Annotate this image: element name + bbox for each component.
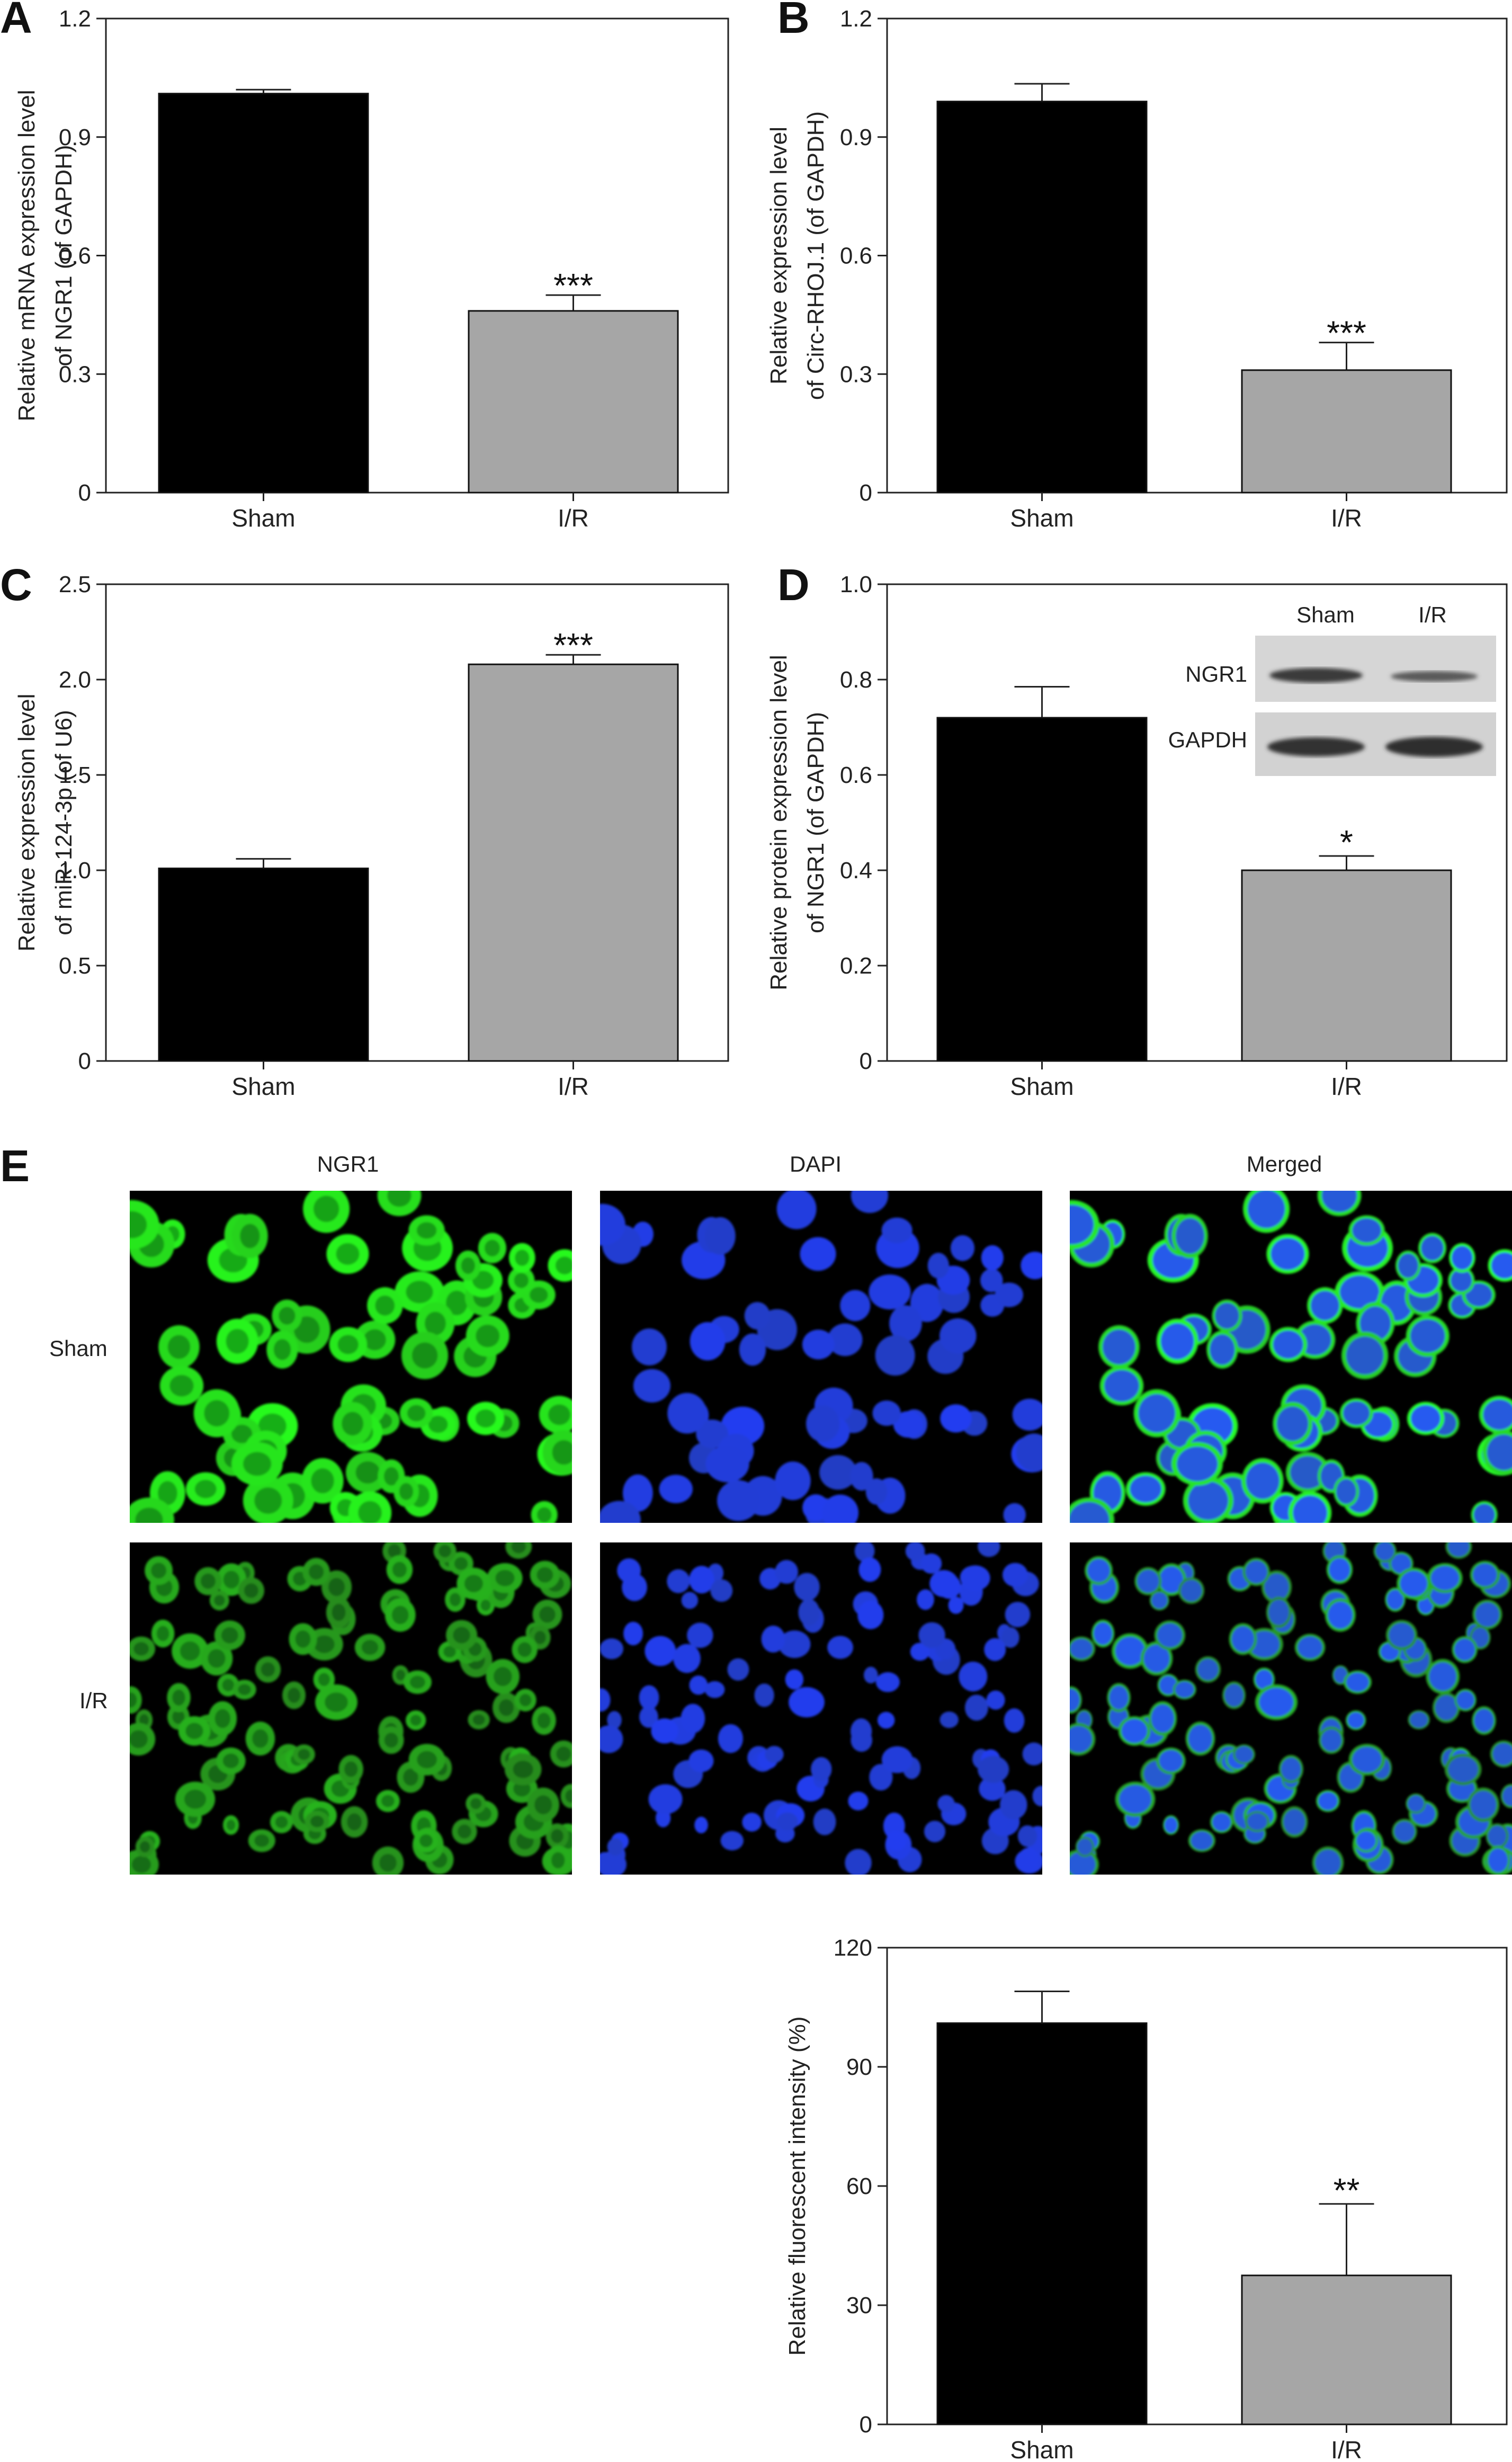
significance-marker: *** <box>1327 314 1366 352</box>
x-category-label: I/R <box>1331 1073 1362 1100</box>
blot-row-gapdh: GAPDH <box>1168 727 1247 752</box>
panel-letter-d: D <box>777 560 810 610</box>
significance-marker: *** <box>553 266 593 305</box>
bar-ir <box>468 310 679 494</box>
bar-ir <box>1241 869 1452 1062</box>
y-tick-label: 0 <box>78 1048 91 1074</box>
x-category-label: I/R <box>1331 504 1362 532</box>
bar-charts: 0 0.3 0.6 0.9 1.2 Relative mRNA expression le… <box>14 6 1508 2462</box>
panel-letter-b: B <box>777 0 810 42</box>
micrograph-col-dapi: DAPI <box>790 1152 842 1176</box>
y-tick-label: 0.2 <box>840 953 872 979</box>
blot-band-ngr1-ir <box>1391 671 1478 682</box>
micrograph-dapi-sham <box>600 1191 1042 1523</box>
micrograph-col-merged: Merged <box>1247 1152 1322 1176</box>
y-tick-label: 1.2 <box>840 6 872 32</box>
panel-letter-c: C <box>0 560 32 610</box>
blot-col-sham: Sham <box>1296 602 1355 627</box>
x-category-label: Sham <box>231 504 295 532</box>
x-category-label: Sham <box>231 1073 295 1100</box>
x-category-label: Sham <box>1010 2436 1073 2462</box>
fluorescence-micrographs: NGR1 DAPI Merged Sham I/R <box>49 1152 1512 1875</box>
y-tick-label: 0.6 <box>840 762 872 788</box>
bar-ir <box>468 663 679 1062</box>
micrograph-ngr1-ir <box>130 1542 572 1875</box>
plot-frame <box>886 583 1508 1062</box>
western-blot-inset: Sham I/R NGR1 GAPDH <box>1168 602 1496 776</box>
y-tick-label: 60 <box>846 2173 872 2199</box>
y-axis-label: Relative protein expression level <box>766 655 792 990</box>
panel-letter-a: A <box>0 0 32 42</box>
blot-col-ir: I/R <box>1418 602 1447 627</box>
y-tick-label: 0.9 <box>59 124 91 150</box>
bar-sham <box>936 717 1148 1062</box>
x-category-label: Sham <box>1010 504 1073 532</box>
y-axis-label: of NGR1 (of GAPDH) <box>803 712 829 933</box>
micrograph-dapi-ir <box>600 1542 1042 1875</box>
chart-b: 0 0.3 0.6 0.9 1.2 Relative expression level of… <box>766 6 1508 532</box>
y-tick-label: 0.3 <box>59 361 91 387</box>
panel-letter-e: E <box>0 1141 30 1191</box>
y-tick-label: 1.0 <box>59 858 91 884</box>
bar-sham <box>158 867 369 1062</box>
x-category-label: Sham <box>1010 1073 1073 1100</box>
y-tick-label: 2.0 <box>59 667 91 693</box>
bar-sham <box>936 2022 1148 2425</box>
y-tick-label: 1.0 <box>840 572 872 597</box>
y-tick-label: 0.8 <box>840 667 872 693</box>
chart-c: 0 0.5 1.0 1.5 2.0 2.5 Relative expression leve… <box>14 572 729 1100</box>
y-tick-label: 2.5 <box>59 572 91 597</box>
significance-marker: ** <box>1334 2171 1360 2209</box>
y-axis-label: Relative mRNA expression level <box>14 90 40 421</box>
micrograph-ngr1-sham <box>130 1191 572 1523</box>
y-tick-label: 1.2 <box>59 6 91 32</box>
significance-marker: * <box>1340 823 1353 861</box>
micrograph-row-sham: Sham <box>49 1336 108 1361</box>
blot-strip-ngr1 <box>1255 636 1496 702</box>
y-tick-label: 1.5 <box>59 762 91 788</box>
y-axis-label: Relative fluorescent intensity (%) <box>784 2017 810 2356</box>
blot-band-ngr1-sham <box>1269 668 1363 683</box>
y-axis-label: Relative expression level <box>14 694 40 952</box>
bar-ir <box>1241 369 1452 494</box>
bar-ir <box>1241 2274 1452 2425</box>
y-axis-label: of NGR1 (of GAPDH) <box>51 145 77 366</box>
y-tick-label: 30 <box>846 2292 872 2318</box>
y-tick-label: 0 <box>860 480 872 506</box>
chart-a: 0 0.3 0.6 0.9 1.2 Relative mRNA expression le… <box>14 6 729 532</box>
y-axis-label: of miR-124-3p (of U6) <box>51 710 77 935</box>
chart-d: 0 0.2 0.4 0.6 0.8 1.0 Relative protein express… <box>766 572 1508 1100</box>
y-axis-label: Relative expression level <box>766 127 792 385</box>
bar-sham <box>936 101 1148 494</box>
y-tick-label: 0.9 <box>840 124 872 150</box>
y-tick-label: 0.3 <box>840 361 872 387</box>
y-axis-label: of Circ-RHOJ.1 (of GAPDH) <box>803 111 829 400</box>
chart-e: 0 30 60 90 120 Relative fluorescent intensity… <box>784 1935 1508 2462</box>
blot-band-gapdh-ir <box>1385 737 1483 757</box>
y-tick-label: 0 <box>860 1048 872 1074</box>
blot-row-ngr1: NGR1 <box>1185 662 1247 686</box>
y-tick-label: 90 <box>846 2054 872 2080</box>
x-category-label: I/R <box>558 1073 589 1100</box>
x-category-label: I/R <box>558 504 589 532</box>
plot-frame <box>105 583 729 1062</box>
micrograph-col-ngr1: NGR1 <box>317 1152 379 1176</box>
x-category-label: I/R <box>1331 2436 1362 2462</box>
significance-marker: *** <box>553 626 593 664</box>
bar-sham <box>158 93 369 494</box>
micrograph-merged-sham <box>1070 1191 1512 1523</box>
y-tick-label: 0.6 <box>840 243 872 269</box>
y-tick-label: 120 <box>834 1935 872 1961</box>
micrograph-merged-ir <box>1070 1542 1512 1875</box>
y-tick-label: 0.4 <box>840 858 872 884</box>
y-tick-label: 0 <box>860 2412 872 2438</box>
micrograph-row-ir: I/R <box>79 1688 108 1713</box>
y-tick-label: 0.6 <box>59 243 91 269</box>
blot-band-gapdh-sham <box>1267 737 1365 756</box>
y-tick-label: 0.5 <box>59 953 91 979</box>
y-tick-label: 0 <box>78 480 91 506</box>
